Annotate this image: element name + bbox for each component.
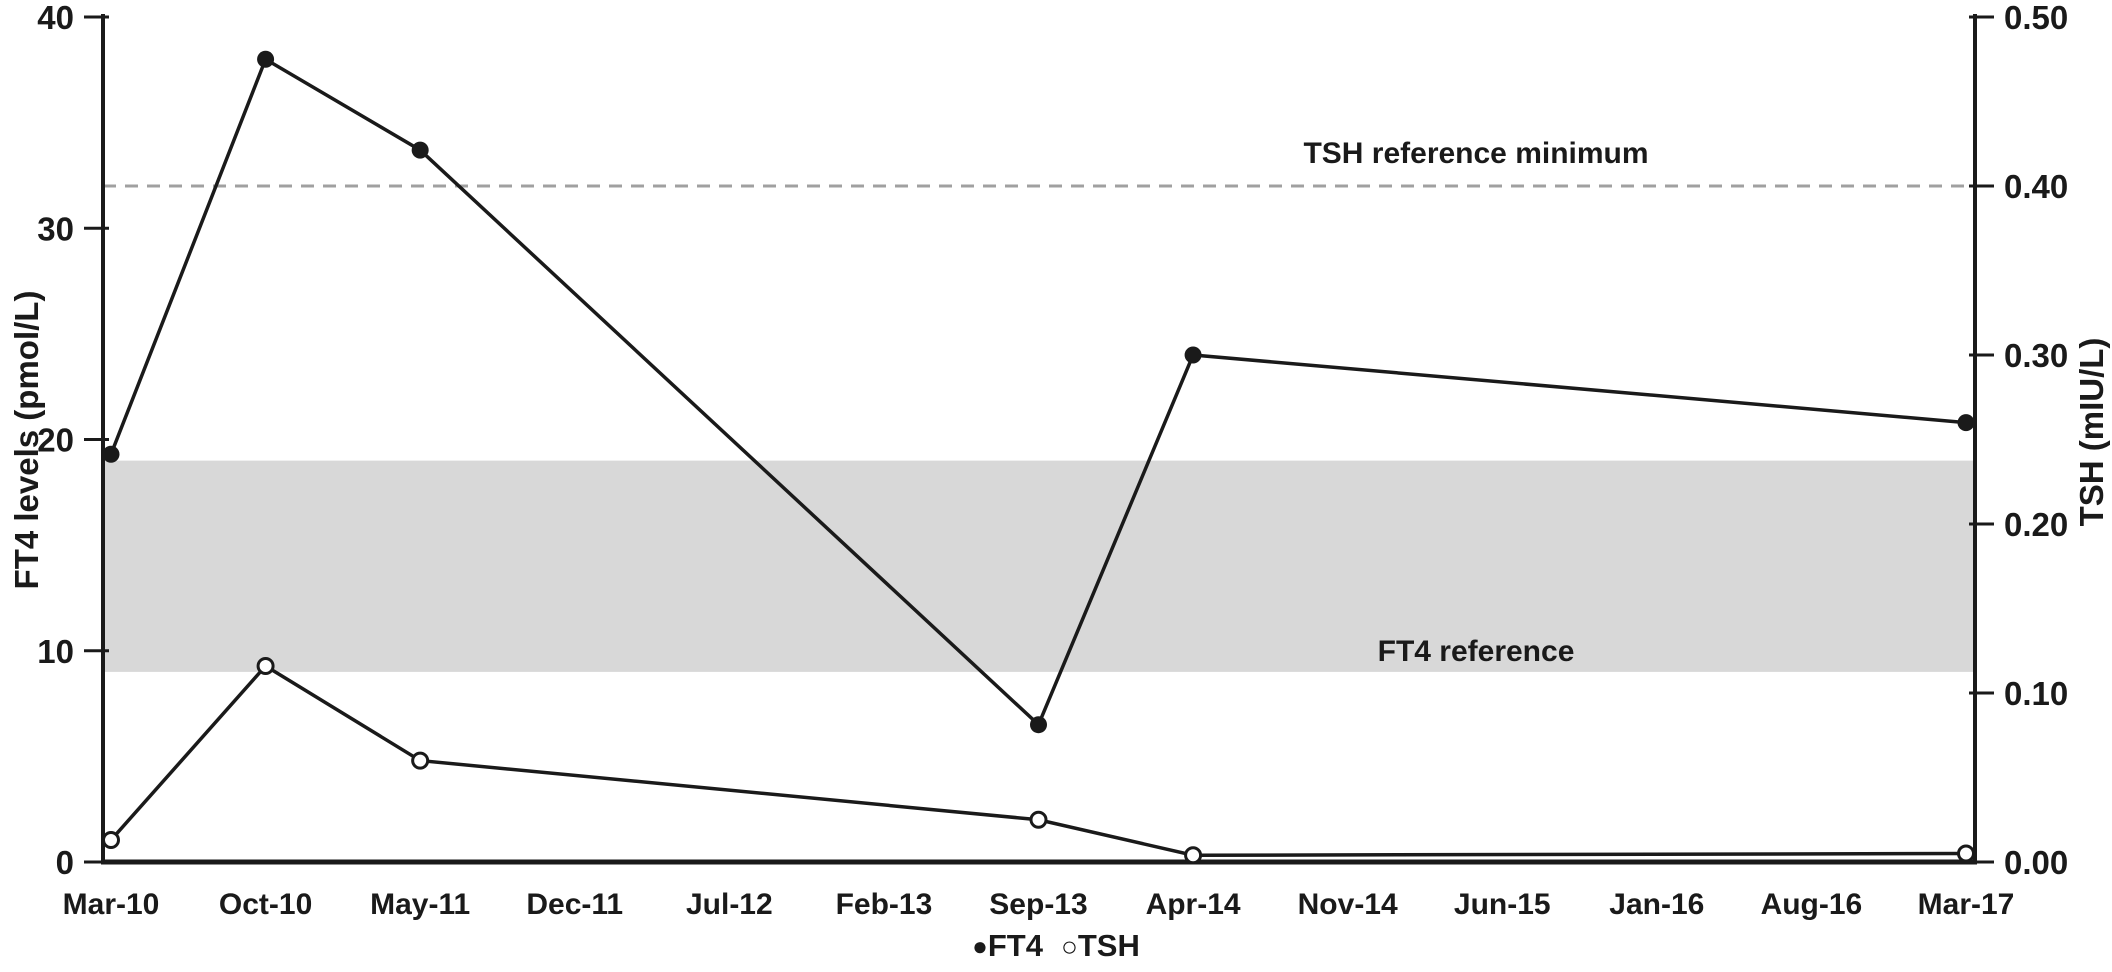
x-axis-label: Oct-10: [219, 888, 312, 921]
left-axis-tick-label: 40: [37, 0, 74, 36]
right-axis-tick-label: 0.40: [2004, 168, 2068, 205]
ft4-reference-band-label: FT4 reference: [1377, 635, 1575, 668]
ft4-data-point: [1184, 346, 1202, 364]
tsh-data-point: [1184, 846, 1203, 865]
x-axis-label: Apr-14: [1146, 888, 1241, 921]
legend-label-tsh: TSH: [1077, 928, 1140, 963]
x-axis-label: Mar-10: [63, 888, 160, 921]
tsh-reference-minimum-label: TSH reference minimum: [1303, 137, 1649, 170]
left-axis-tick-label: 30: [37, 210, 74, 247]
legend: ●FT4 ○TSH: [0, 928, 2112, 964]
ft4-series-line: [109, 56, 1967, 728]
open-circle-icon: ○: [1060, 931, 1078, 962]
ft4-reference-band: [103, 460, 1975, 672]
right-axis-tick-label: 0.10: [2004, 675, 2068, 712]
legend-item-tsh: ○TSH: [1061, 928, 1140, 964]
left-axis-tick-label: 10: [37, 633, 74, 670]
tsh-data-point: [1029, 810, 1048, 829]
ft4-data-point: [411, 141, 429, 159]
left-axis-tick-label: 0: [56, 844, 74, 881]
tsh-data-point: [102, 831, 120, 850]
x-axis-label: Jan-16: [1609, 888, 1704, 921]
right-axis-title: TSH (mIU/L): [2073, 337, 2110, 527]
ft4-data-point: [102, 445, 120, 463]
x-axis-label: Nov-14: [1298, 888, 1398, 921]
tsh-data-point: [256, 656, 275, 675]
filled-circle-icon: ●: [972, 931, 988, 961]
x-axis-label: Jun-15: [1454, 888, 1551, 921]
ft4-data-point: [257, 50, 275, 68]
tsh-data-point: [1957, 844, 1975, 863]
x-axis-label: Sep-13: [989, 888, 1087, 921]
x-axis-label: Dec-11: [526, 888, 623, 921]
legend-label-ft4: FT4: [987, 928, 1043, 963]
right-axis-tick-label: 0.20: [2004, 506, 2068, 543]
ft4-data-point: [1030, 716, 1047, 734]
x-axis-label: May-11: [370, 888, 470, 921]
ft4-data-point: [1957, 414, 1975, 432]
left-axis-title: FT4 levels (pmol/L): [8, 290, 45, 590]
x-axis-label: Mar-17: [1918, 888, 2015, 921]
right-axis-tick-label: 0.00: [2004, 844, 2068, 881]
x-axis-label: Feb-13: [836, 888, 933, 921]
right-axis-tick-label: 0.30: [2004, 337, 2068, 374]
right-axis-tick-label: 0.50: [2004, 0, 2068, 36]
x-axis-label: Aug-16: [1761, 888, 1863, 921]
tsh-data-point: [411, 751, 430, 770]
left-axis-tick-label: 20: [37, 422, 74, 459]
tsh-series-line: [109, 663, 1967, 857]
x-axis-label: Jul-12: [686, 888, 773, 921]
legend-item-ft4: ●FT4: [972, 928, 1043, 964]
